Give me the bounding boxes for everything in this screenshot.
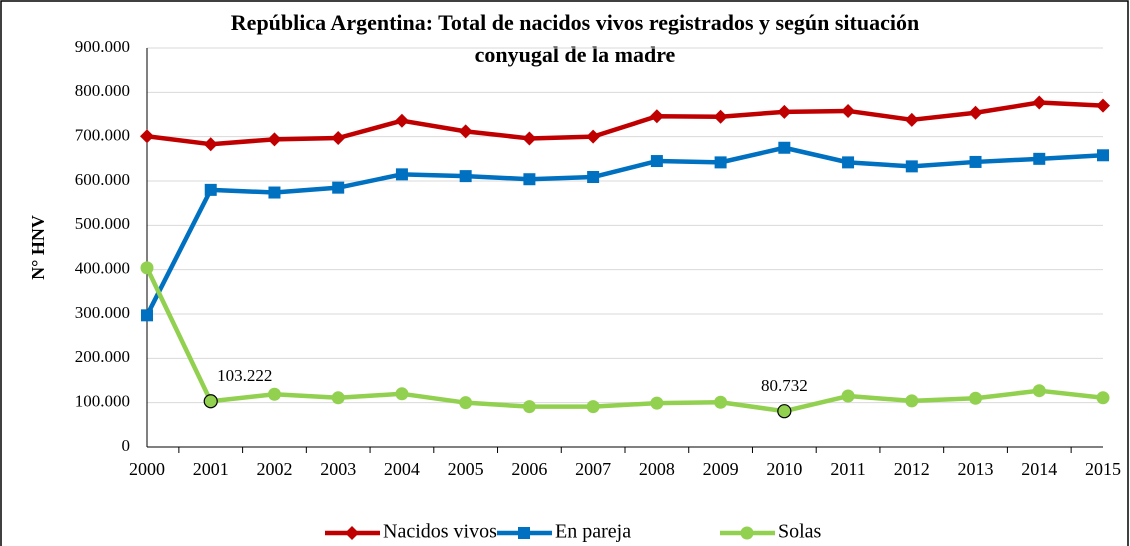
data-point: [523, 173, 536, 186]
data-point: [778, 141, 791, 154]
data-point: [331, 391, 345, 405]
data-point: [204, 183, 217, 196]
y-tick-label: 200.000: [75, 347, 130, 366]
data-point: [522, 400, 536, 414]
x-tick-label: 2015: [1085, 459, 1121, 479]
y-tick-label: 0: [122, 436, 131, 455]
x-tick-label: 2014: [1021, 459, 1057, 479]
data-point: [459, 170, 472, 183]
data-point: [841, 389, 855, 403]
data-point: [141, 309, 153, 322]
y-tick-label: 100.000: [75, 392, 130, 411]
y-tick-label: 900.000: [75, 37, 130, 56]
series-line: [146, 100, 1104, 147]
data-point: [1096, 391, 1110, 405]
data-point: [395, 387, 409, 401]
data-point: [714, 156, 727, 169]
chart-title: República Argentina: Total de nacidos vi…: [231, 10, 919, 35]
legend-label: Nacidos vivos: [383, 521, 497, 543]
data-point: [267, 132, 282, 147]
legend-marker: [345, 526, 359, 540]
data-point: [1032, 95, 1047, 110]
data-point: [714, 395, 728, 409]
y-tick-label: 300.000: [75, 303, 130, 322]
data-point: [904, 112, 919, 127]
data-point: [713, 109, 728, 124]
data-point: [650, 155, 663, 168]
data-label: 80.732: [761, 376, 808, 395]
y-tick-label: 700.000: [75, 126, 130, 145]
x-tick-label: 2004: [384, 459, 420, 479]
data-point: [140, 261, 154, 275]
x-tick-label: 2000: [129, 459, 165, 479]
x-tick-label: 2006: [511, 459, 547, 479]
data-point: [1032, 384, 1046, 398]
x-tick-label: 2003: [320, 459, 356, 479]
legend-label: Solas: [778, 521, 822, 543]
series-line: [144, 145, 1104, 317]
data-point: [459, 396, 473, 410]
data-point: [777, 404, 792, 419]
x-tick-label: 2011: [830, 459, 865, 479]
data-point: [969, 391, 983, 405]
data-point: [331, 130, 346, 145]
data-point: [1033, 152, 1046, 165]
data-point: [586, 400, 600, 414]
data-point: [969, 155, 982, 168]
y-tick-label: 400.000: [75, 259, 130, 278]
data-point: [649, 109, 664, 124]
series-line: [144, 266, 1104, 414]
data-point: [268, 186, 281, 199]
y-tick-label: 600.000: [75, 170, 130, 189]
data-point: [968, 105, 983, 120]
data-point: [332, 181, 345, 194]
data-point: [140, 129, 154, 144]
x-tick-label: 2005: [448, 459, 484, 479]
x-tick-label: 2007: [575, 459, 611, 479]
x-tick-label: 2010: [766, 459, 802, 479]
legend-marker: [740, 526, 754, 540]
data-point: [650, 396, 664, 410]
y-axis-label: N° HNV: [28, 215, 48, 280]
data-point: [842, 156, 855, 169]
x-tick-label: 2013: [958, 459, 994, 479]
data-point: [394, 113, 409, 128]
data-point: [203, 394, 218, 409]
data-point: [841, 103, 856, 118]
data-point: [587, 171, 600, 184]
legend-marker: [518, 527, 530, 539]
chart-title: conyugal de la madre: [475, 42, 676, 67]
x-tick-label: 2008: [639, 459, 675, 479]
x-tick-label: 2009: [703, 459, 739, 479]
data-label: 103.222: [217, 366, 272, 385]
data-point: [267, 387, 281, 401]
data-point: [522, 131, 537, 146]
data-point: [586, 129, 601, 144]
data-point: [777, 104, 792, 119]
x-tick-label: 2012: [894, 459, 930, 479]
x-tick-label: 2001: [193, 459, 229, 479]
data-point: [1096, 98, 1110, 113]
data-point: [203, 137, 218, 152]
data-point: [1097, 149, 1109, 162]
y-tick-label: 500.000: [75, 214, 130, 233]
x-tick-label: 2002: [256, 459, 292, 479]
y-tick-label: 800.000: [75, 81, 130, 100]
data-point: [905, 160, 918, 173]
data-point: [905, 394, 919, 408]
legend-label: En pareja: [555, 521, 631, 543]
data-point: [458, 124, 473, 139]
data-point: [395, 168, 408, 181]
